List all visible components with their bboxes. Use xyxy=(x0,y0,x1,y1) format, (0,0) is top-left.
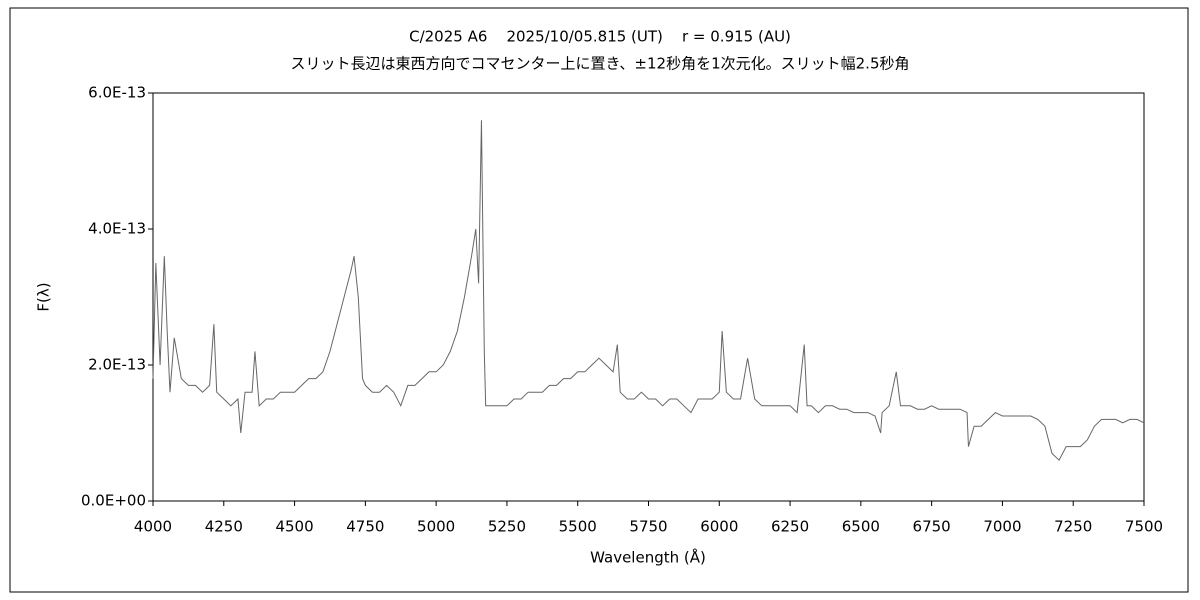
x-tick-label: 4000 xyxy=(134,518,172,536)
x-axis-label: Wavelength (Å) xyxy=(590,548,706,567)
x-tick-label: 7250 xyxy=(1054,518,1092,536)
x-tick-label: 6000 xyxy=(700,518,738,536)
x-tick-label: 6750 xyxy=(913,518,951,536)
x-tick-label: 6250 xyxy=(771,518,809,536)
x-tick-label: 5250 xyxy=(488,518,526,536)
spectrum-line xyxy=(152,120,1145,462)
x-tick-label: 5000 xyxy=(417,518,455,536)
x-tick-label: 5500 xyxy=(559,518,597,536)
x-tick-label: 6500 xyxy=(842,518,880,536)
chart-frame xyxy=(9,7,1189,593)
y-tick-label: 0.0E+00 xyxy=(81,492,146,510)
chart-title: C/2025 A6 2025/10/05.815 (UT) r = 0.915 … xyxy=(409,28,791,46)
chart-subtitle: スリット長辺は東西方向でコマセンター上に置き、±12秒角を1次元化。スリット幅2… xyxy=(290,55,909,73)
x-tick-label: 7500 xyxy=(1125,518,1163,536)
x-tick-label: 4500 xyxy=(275,518,313,536)
y-axis-label: F(λ) xyxy=(35,282,53,311)
y-tick-label: 6.0E-13 xyxy=(88,84,146,102)
x-tick-label: 4250 xyxy=(205,518,243,536)
y-tick-label: 2.0E-13 xyxy=(88,356,146,374)
x-tick-label: 7000 xyxy=(983,518,1021,536)
x-tick-label: 4750 xyxy=(346,518,384,536)
y-tick-label: 4.0E-13 xyxy=(88,220,146,238)
x-tick-label: 5750 xyxy=(629,518,667,536)
